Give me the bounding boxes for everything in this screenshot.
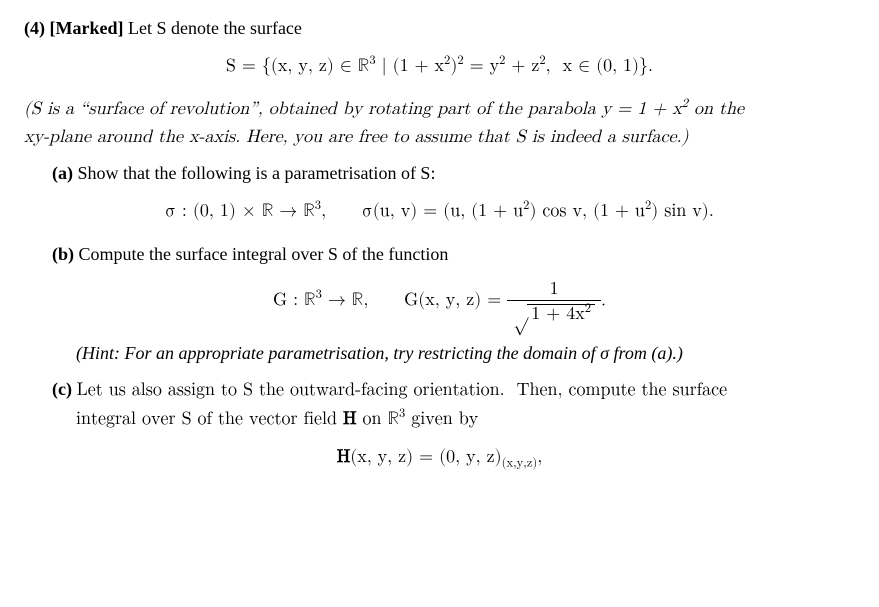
part-a-text: Show that the following is a parametrisa… xyxy=(78,163,436,183)
equation-h: H(x, y, z) = (0, y, z)(x,y,z), xyxy=(24,445,855,469)
part-a: (a) Show that the following is a paramet… xyxy=(52,161,855,185)
surface-desc-line-1: (S is a “surface of revolution”, obtaine… xyxy=(24,97,855,121)
g-period: . xyxy=(601,291,606,309)
part-c-line-2: integral over S of the vector field H on… xyxy=(76,407,855,431)
g-den: √1 + 4x2 xyxy=(507,301,601,323)
part-b-label: (b) xyxy=(52,244,74,264)
equation-parametrisation: σ : (0, 1) × ℝ → ℝ3, σ(u, v) = (u, (1 + … xyxy=(24,199,855,223)
part-c-label: (c) xyxy=(52,379,72,399)
part-c-line-1: (c) Let us also assign to S the outward-… xyxy=(52,377,855,402)
g-radicand: 1 + 4x2 xyxy=(527,304,595,323)
g-fraction: 1 √1 + 4x2 xyxy=(507,280,601,323)
question-number: (4) xyxy=(24,18,45,38)
part-a-label: (a) xyxy=(52,163,73,183)
part-b-text: Compute the surface integral over S of t… xyxy=(79,244,449,264)
part-c-text-1: Let us also assign to S the outward-faci… xyxy=(76,381,727,399)
question-header: (4) [Marked] Let S denote the surface xyxy=(24,16,855,40)
question-lead: Let S denote the surface xyxy=(128,18,302,38)
surface-desc-line-2: xy-plane around the x-axis. Here, you ar… xyxy=(24,125,855,149)
part-b: (b) Compute the surface integral over S … xyxy=(52,242,855,266)
question-tag: [Marked] xyxy=(50,18,124,38)
equation-g: G : ℝ3 → ℝ, G(x, y, z) = 1 √1 + 4x2 . xyxy=(24,280,855,323)
part-b-hint: (Hint: For an appropriate parametrisatio… xyxy=(76,341,855,365)
g-num: 1 xyxy=(507,280,601,301)
radical-sign: √ xyxy=(513,304,528,322)
g-map: G : ℝ3 → ℝ, G(x, y, z) = xyxy=(273,291,507,309)
equation-surface-def: S = {(x, y, z) ∈ ℝ3 | (1 + x2)2 = y2 + z… xyxy=(24,54,855,78)
